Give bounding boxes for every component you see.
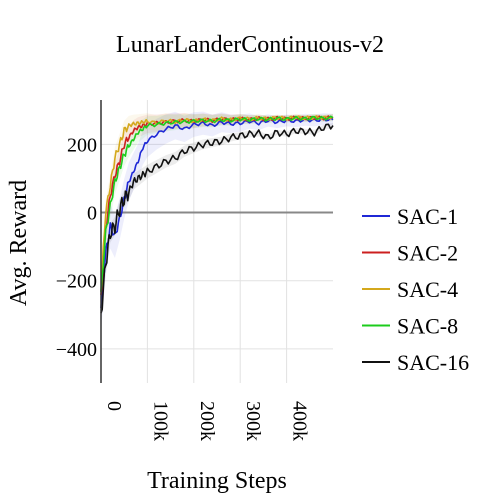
x-tick-label: 100k (149, 401, 171, 441)
x-tick-label: 300k (242, 401, 264, 441)
x-tick-label: 200k (196, 401, 218, 441)
legend-item-SAC-4[interactable]: SAC-4 (362, 277, 458, 302)
y-tick-label: 0 (87, 203, 97, 225)
legend-label: SAC-4 (397, 277, 458, 302)
x-tick-label: 0 (103, 401, 125, 411)
x-tick-label: 400k (289, 401, 311, 441)
series-line-SAC-4 (100, 115, 334, 292)
y-tick-label: −400 (56, 339, 97, 361)
grid (100, 100, 333, 383)
series-lines (100, 115, 334, 314)
y-axis-label: Avg. Reward (6, 180, 32, 306)
y-tick-labels: −400 −200 0 200 (56, 134, 97, 361)
y-tick-label: −200 (56, 271, 97, 293)
x-axis-label: Training Steps (147, 468, 287, 494)
legend: SAC-1 SAC-2 SAC-4 SAC-8 SAC-16 (362, 204, 469, 375)
y-tick-label: 200 (67, 134, 97, 156)
legend-label: SAC-2 (397, 241, 458, 266)
legend-label: SAC-1 (397, 204, 458, 229)
legend-item-SAC-8[interactable]: SAC-8 (362, 314, 458, 339)
series-line-SAC-16 (100, 123, 334, 314)
legend-item-SAC-1[interactable]: SAC-1 (362, 204, 458, 229)
chart-title: LunarLanderContinuous-v2 (116, 32, 384, 58)
legend-label: SAC-16 (397, 350, 469, 375)
legend-item-SAC-16[interactable]: SAC-16 (362, 350, 469, 375)
x-tick-labels: 0 100k 200k 300k 400k (103, 401, 311, 441)
legend-label: SAC-8 (397, 314, 458, 339)
series-line-SAC-8 (100, 115, 334, 293)
legend-item-SAC-2[interactable]: SAC-2 (362, 241, 458, 266)
